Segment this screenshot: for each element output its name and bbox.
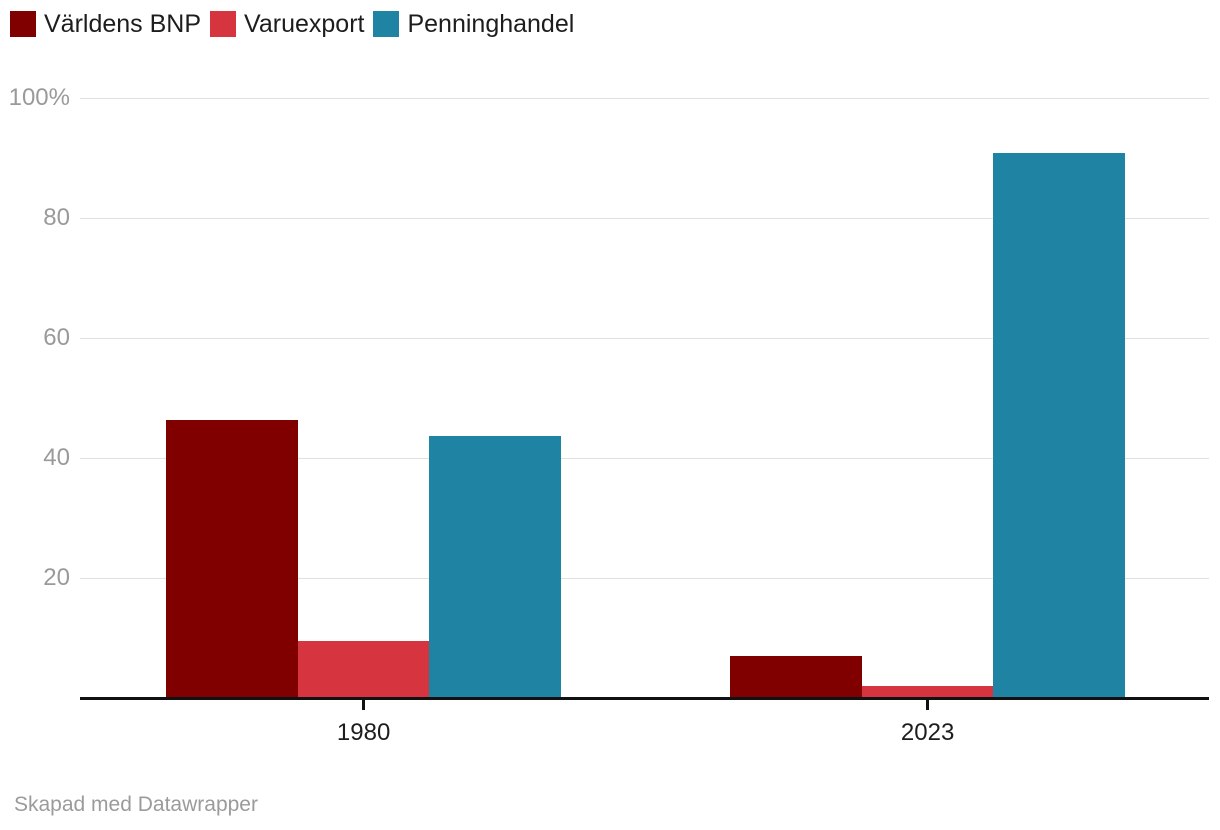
y-gridline — [80, 578, 1209, 579]
legend-item-varuexport: Varuexport — [210, 11, 364, 37]
legend: Världens BNP Varuexport Penninghandel — [10, 11, 574, 37]
bar-varuexport-2023 — [861, 686, 994, 698]
x-tick-label: 2023 — [900, 719, 955, 746]
bar-v-rldens-bnp-2023 — [730, 656, 862, 698]
legend-swatch — [373, 11, 400, 37]
y-tick-label: 60 — [43, 324, 70, 351]
y-tick-label: 80 — [43, 204, 70, 231]
x-axis-tick — [926, 700, 930, 710]
bar-penninghandel-2023 — [993, 153, 1125, 698]
y-gridline — [80, 98, 1209, 99]
legend-label: Penninghandel — [407, 10, 575, 38]
bar-penninghandel-1980 — [429, 435, 561, 698]
bar-varuexport-1980 — [297, 641, 430, 698]
y-tick-label: 100% — [8, 84, 70, 111]
x-axis-line — [80, 697, 1209, 700]
y-gridline — [80, 338, 1209, 339]
legend-label: Världens BNP — [44, 10, 202, 38]
legend-label: Varuexport — [244, 10, 365, 38]
legend-swatch — [210, 11, 237, 37]
legend-item-penninghandel: Penninghandel — [373, 11, 574, 37]
y-gridline — [80, 458, 1209, 459]
datawrapper-credit-link[interactable]: Skapad med Datawrapper — [14, 793, 258, 816]
legend-item-v-rldens-bnp: Världens BNP — [10, 11, 201, 37]
legend-swatch — [10, 11, 36, 37]
x-axis-tick — [362, 700, 366, 710]
x-tick-label: 1980 — [336, 719, 391, 746]
bar-v-rldens-bnp-1980 — [166, 420, 298, 698]
y-tick-label: 40 — [43, 444, 70, 471]
y-tick-label: 20 — [43, 564, 70, 591]
y-gridline — [80, 218, 1209, 219]
